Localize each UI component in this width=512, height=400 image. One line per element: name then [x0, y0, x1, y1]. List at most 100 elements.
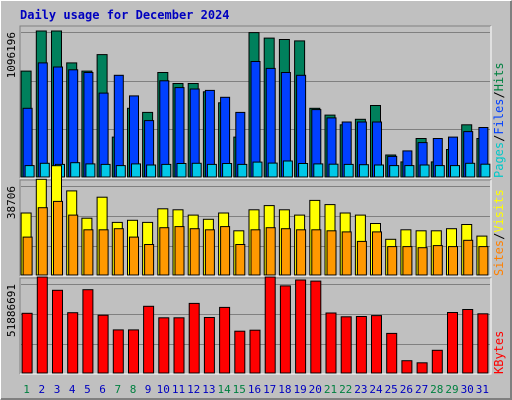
x-tick-label: 24 [369, 383, 383, 396]
bar-sites-28 [432, 245, 443, 276]
bar-files-4 [68, 69, 79, 178]
legend-separator: / [492, 135, 506, 142]
bar-sites-7 [113, 228, 124, 276]
bar-pages-7 [115, 165, 126, 178]
bar-pages-26 [404, 165, 415, 178]
bar-kbytes-28 [431, 349, 443, 374]
y-max-label: 1096196 [5, 32, 18, 78]
bar-files-10 [159, 80, 170, 178]
x-tick-label: 1 [23, 383, 30, 396]
bar-kbytes-19 [295, 279, 307, 374]
bar-kbytes-25 [386, 332, 398, 374]
panel-border-dark [19, 179, 491, 276]
x-tick-label: 26 [400, 383, 413, 396]
bar-sites-10 [159, 227, 170, 276]
bar-pages-5 [85, 163, 96, 178]
legend-files: Files [492, 99, 506, 135]
x-tick-label: 15 [233, 383, 246, 396]
legend-visits: Visits [492, 189, 506, 232]
x-tick-label: 18 [278, 383, 291, 396]
legend-separator: / [492, 233, 506, 240]
series-files [22, 61, 489, 178]
bar-pages-30 [465, 162, 476, 178]
x-tick-label: 5 [84, 383, 91, 396]
panel-border-light [20, 278, 492, 375]
x-tick-label: 4 [69, 383, 76, 396]
bar-pages-1 [24, 165, 35, 178]
bar-sites-9 [144, 244, 155, 276]
bar-pages-20 [313, 163, 324, 178]
x-tick-label: 16 [248, 383, 261, 396]
bar-pages-29 [450, 165, 460, 178]
bar-kbytes-2 [36, 276, 48, 374]
bar-kbytes-5 [82, 289, 94, 374]
bar-sites-15 [235, 244, 246, 276]
panel-border-dark [19, 25, 491, 178]
legend-separator: / [492, 91, 506, 98]
x-tick-label: 29 [445, 383, 458, 396]
x-tick-label: 25 [385, 383, 398, 396]
bar-kbytes-7 [112, 329, 124, 374]
bar-kbytes-31 [477, 313, 489, 374]
bar-kbytes-17 [264, 276, 276, 374]
bar-kbytes-8 [128, 329, 139, 374]
bar-sites-5 [83, 229, 94, 276]
bar-sites-26 [402, 246, 413, 276]
x-tick-label: 14 [217, 383, 231, 396]
bar-sites-31 [478, 246, 489, 276]
bar-pages-8 [131, 163, 141, 178]
bar-kbytes-29 [447, 312, 458, 374]
x-tick-label: 23 [354, 383, 367, 396]
legend-kbytes: KBytes [492, 331, 506, 374]
x-tick-label: 10 [157, 383, 170, 396]
x-tick-label: 2 [38, 383, 45, 396]
bar-kbytes-12 [188, 302, 200, 374]
bar-files-16 [250, 61, 261, 178]
x-tick-label: 17 [263, 383, 276, 396]
x-tick-label: 9 [145, 383, 152, 396]
bar-kbytes-13 [203, 317, 215, 374]
bar-sites-8 [129, 236, 139, 276]
legend-hits: Hits [492, 62, 506, 91]
bar-kbytes-11 [173, 317, 185, 374]
bar-kbytes-22 [340, 316, 352, 374]
bar-sites-24 [372, 231, 382, 276]
bar-kbytes-30 [462, 309, 474, 374]
bar-sites-13 [204, 229, 215, 276]
bar-pages-16 [252, 161, 263, 178]
bar-files-2 [37, 62, 48, 178]
bar-kbytes-23 [355, 316, 367, 374]
bar-pages-19 [298, 163, 309, 178]
bar-sites-25 [387, 246, 398, 276]
bar-files-19 [296, 74, 307, 178]
bar-kbytes-20 [310, 280, 322, 374]
bar-pages-27 [419, 164, 430, 178]
bar-kbytes-24 [371, 315, 382, 374]
bar-pages-14 [222, 163, 233, 178]
series-kbytes [21, 276, 489, 374]
x-tick-label: 28 [430, 383, 443, 396]
bar-sites-22 [341, 231, 352, 276]
bar-kbytes-4 [67, 312, 79, 374]
bar-files-7 [113, 74, 124, 178]
x-tick-label: 20 [309, 383, 322, 396]
panel-border-light [20, 26, 492, 179]
bar-pages-6 [100, 163, 111, 178]
legend: Sites/Visits [492, 189, 506, 276]
x-tick-label: 7 [114, 383, 121, 396]
bar-kbytes-21 [325, 312, 337, 374]
bar-files-17 [265, 67, 276, 178]
bar-pages-11 [176, 163, 187, 178]
bar-kbytes-6 [97, 314, 109, 374]
bar-pages-28 [434, 165, 445, 178]
bar-sites-1 [22, 236, 33, 276]
bar-sites-19 [296, 229, 307, 276]
bar-sites-20 [311, 229, 322, 276]
x-tick-label: 13 [202, 383, 215, 396]
x-tick-label: 3 [54, 383, 61, 396]
bar-sites-17 [265, 227, 276, 276]
legend-sites: Sites [492, 240, 506, 276]
